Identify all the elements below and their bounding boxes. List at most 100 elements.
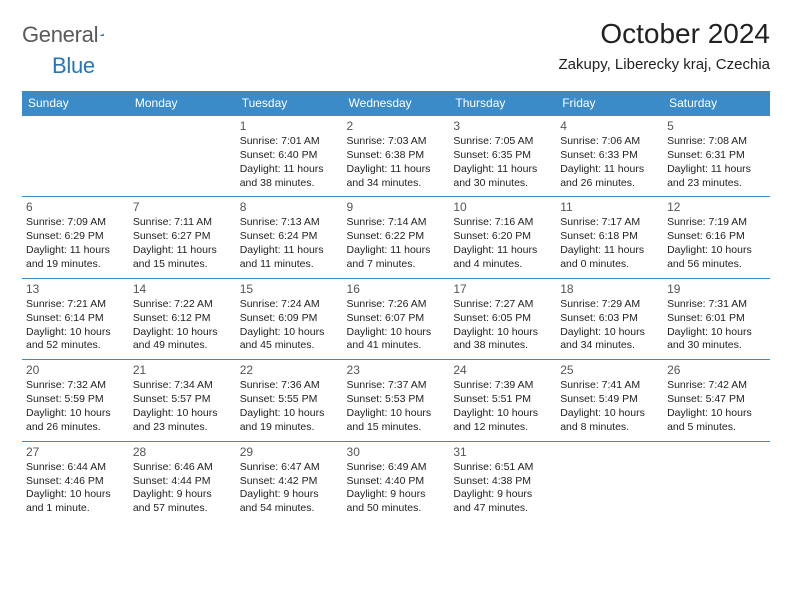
day-details: Sunrise: 7:08 AMSunset: 6:31 PMDaylight:… <box>667 135 766 190</box>
day-number: 17 <box>453 282 552 296</box>
day-number: 20 <box>26 363 125 377</box>
day-details: Sunrise: 7:34 AMSunset: 5:57 PMDaylight:… <box>133 379 232 434</box>
logo-swoosh-icon <box>100 27 104 43</box>
day-header: Tuesday <box>236 91 343 116</box>
day-details: Sunrise: 7:13 AMSunset: 6:24 PMDaylight:… <box>240 216 339 271</box>
day-cell: 21 Sunrise: 7:34 AMSunset: 5:57 PMDayligh… <box>129 360 236 441</box>
day-cell <box>22 116 129 197</box>
day-cell: 20 Sunrise: 7:32 AMSunset: 5:59 PMDayligh… <box>22 360 129 441</box>
day-number: 3 <box>453 119 552 133</box>
day-number: 29 <box>240 445 339 459</box>
day-details: Sunrise: 7:36 AMSunset: 5:55 PMDaylight:… <box>240 379 339 434</box>
day-details: Sunrise: 7:05 AMSunset: 6:35 PMDaylight:… <box>453 135 552 190</box>
calendar-table: SundayMondayTuesdayWednesdayThursdayFrid… <box>22 91 770 522</box>
day-cell: 28 Sunrise: 6:46 AMSunset: 4:44 PMDayligh… <box>129 441 236 522</box>
day-details: Sunrise: 7:42 AMSunset: 5:47 PMDaylight:… <box>667 379 766 434</box>
day-details: Sunrise: 7:32 AMSunset: 5:59 PMDaylight:… <box>26 379 125 434</box>
day-details: Sunrise: 6:44 AMSunset: 4:46 PMDaylight:… <box>26 461 125 516</box>
day-cell <box>556 441 663 522</box>
day-cell: 9 Sunrise: 7:14 AMSunset: 6:22 PMDaylight… <box>343 197 450 278</box>
day-cell: 18 Sunrise: 7:29 AMSunset: 6:03 PMDayligh… <box>556 278 663 359</box>
day-number: 15 <box>240 282 339 296</box>
day-cell: 7Sunrise: 7:11 AMSunset: 6:27 PMDaylight… <box>129 197 236 278</box>
day-cell <box>129 116 236 197</box>
day-header: Thursday <box>449 91 556 116</box>
week-row: 1 Sunrise: 7:01 AMSunset: 6:40 PMDaylight… <box>22 116 770 197</box>
day-number: 12 <box>667 200 766 214</box>
day-details: Sunrise: 6:46 AMSunset: 4:44 PMDaylight:… <box>133 461 232 516</box>
day-number: 16 <box>347 282 446 296</box>
day-number: 31 <box>453 445 552 459</box>
day-cell: 16 Sunrise: 7:26 AMSunset: 6:07 PMDayligh… <box>343 278 450 359</box>
day-number: 28 <box>133 445 232 459</box>
day-details: Sunrise: 7:16 AMSunset: 6:20 PMDaylight:… <box>453 216 552 271</box>
day-cell: 29 Sunrise: 6:47 AMSunset: 4:42 PMDayligh… <box>236 441 343 522</box>
day-number: 22 <box>240 363 339 377</box>
day-number: 10 <box>453 200 552 214</box>
day-header: Wednesday <box>343 91 450 116</box>
day-number: 1 <box>240 119 339 133</box>
day-cell: 27 Sunrise: 6:44 AMSunset: 4:46 PMDayligh… <box>22 441 129 522</box>
day-number: 25 <box>560 363 659 377</box>
day-cell: 11Sunrise: 7:17 AMSunset: 6:18 PMDayligh… <box>556 197 663 278</box>
day-cell: 26Sunrise: 7:42 AMSunset: 5:47 PMDayligh… <box>663 360 770 441</box>
day-cell: 17 Sunrise: 7:27 AMSunset: 6:05 PMDayligh… <box>449 278 556 359</box>
day-details: Sunrise: 7:37 AMSunset: 5:53 PMDaylight:… <box>347 379 446 434</box>
day-details: Sunrise: 7:39 AMSunset: 5:51 PMDaylight:… <box>453 379 552 434</box>
day-cell: 22 Sunrise: 7:36 AMSunset: 5:55 PMDayligh… <box>236 360 343 441</box>
day-details: Sunrise: 7:14 AMSunset: 6:22 PMDaylight:… <box>347 216 446 271</box>
day-details: Sunrise: 7:19 AMSunset: 6:16 PMDaylight:… <box>667 216 766 271</box>
day-details: Sunrise: 7:06 AMSunset: 6:33 PMDaylight:… <box>560 135 659 190</box>
day-cell: 14 Sunrise: 7:22 AMSunset: 6:12 PMDayligh… <box>129 278 236 359</box>
day-details: Sunrise: 7:22 AMSunset: 6:12 PMDaylight:… <box>133 298 232 353</box>
day-number: 9 <box>347 200 446 214</box>
day-details: Sunrise: 7:17 AMSunset: 6:18 PMDaylight:… <box>560 216 659 271</box>
day-details: Sunrise: 7:27 AMSunset: 6:05 PMDaylight:… <box>453 298 552 353</box>
day-header-row: SundayMondayTuesdayWednesdayThursdayFrid… <box>22 91 770 116</box>
day-cell: 1 Sunrise: 7:01 AMSunset: 6:40 PMDaylight… <box>236 116 343 197</box>
day-details: Sunrise: 7:21 AMSunset: 6:14 PMDaylight:… <box>26 298 125 353</box>
day-number: 27 <box>26 445 125 459</box>
day-header: Monday <box>129 91 236 116</box>
day-header: Friday <box>556 91 663 116</box>
day-number: 8 <box>240 200 339 214</box>
day-cell: 24 Sunrise: 7:39 AMSunset: 5:51 PMDayligh… <box>449 360 556 441</box>
day-number: 18 <box>560 282 659 296</box>
day-details: Sunrise: 7:01 AMSunset: 6:40 PMDaylight:… <box>240 135 339 190</box>
day-cell: 2 Sunrise: 7:03 AMSunset: 6:38 PMDaylight… <box>343 116 450 197</box>
day-details: Sunrise: 6:49 AMSunset: 4:40 PMDaylight:… <box>347 461 446 516</box>
day-number: 14 <box>133 282 232 296</box>
logo: General <box>22 22 124 48</box>
day-cell <box>663 441 770 522</box>
week-row: 6 Sunrise: 7:09 AMSunset: 6:29 PMDaylight… <box>22 197 770 278</box>
day-cell: 4Sunrise: 7:06 AMSunset: 6:33 PMDaylight… <box>556 116 663 197</box>
day-details: Sunrise: 7:29 AMSunset: 6:03 PMDaylight:… <box>560 298 659 353</box>
day-details: Sunrise: 7:09 AMSunset: 6:29 PMDaylight:… <box>26 216 125 271</box>
day-details: Sunrise: 7:41 AMSunset: 5:49 PMDaylight:… <box>560 379 659 434</box>
logo-word1: General <box>22 22 98 48</box>
day-details: Sunrise: 7:11 AMSunset: 6:27 PMDaylight:… <box>133 216 232 271</box>
day-details: Sunrise: 7:26 AMSunset: 6:07 PMDaylight:… <box>347 298 446 353</box>
day-cell: 6 Sunrise: 7:09 AMSunset: 6:29 PMDaylight… <box>22 197 129 278</box>
day-details: Sunrise: 6:51 AMSunset: 4:38 PMDaylight:… <box>453 461 552 516</box>
day-number: 24 <box>453 363 552 377</box>
day-number: 6 <box>26 200 125 214</box>
day-details: Sunrise: 7:24 AMSunset: 6:09 PMDaylight:… <box>240 298 339 353</box>
day-cell: 13 Sunrise: 7:21 AMSunset: 6:14 PMDayligh… <box>22 278 129 359</box>
day-cell: 25 Sunrise: 7:41 AMSunset: 5:49 PMDayligh… <box>556 360 663 441</box>
day-cell: 10 Sunrise: 7:16 AMSunset: 6:20 PMDayligh… <box>449 197 556 278</box>
day-number: 19 <box>667 282 766 296</box>
day-details: Sunrise: 7:31 AMSunset: 6:01 PMDaylight:… <box>667 298 766 353</box>
day-number: 23 <box>347 363 446 377</box>
day-cell: 31 Sunrise: 6:51 AMSunset: 4:38 PMDayligh… <box>449 441 556 522</box>
day-cell: 15 Sunrise: 7:24 AMSunset: 6:09 PMDayligh… <box>236 278 343 359</box>
day-cell: 19 Sunrise: 7:31 AMSunset: 6:01 PMDayligh… <box>663 278 770 359</box>
day-number: 21 <box>133 363 232 377</box>
day-header: Sunday <box>22 91 129 116</box>
day-cell: 23 Sunrise: 7:37 AMSunset: 5:53 PMDayligh… <box>343 360 450 441</box>
day-cell: 5Sunrise: 7:08 AMSunset: 6:31 PMDaylight… <box>663 116 770 197</box>
day-details: Sunrise: 6:47 AMSunset: 4:42 PMDaylight:… <box>240 461 339 516</box>
day-number: 2 <box>347 119 446 133</box>
day-details: Sunrise: 7:03 AMSunset: 6:38 PMDaylight:… <box>347 135 446 190</box>
day-number: 13 <box>26 282 125 296</box>
